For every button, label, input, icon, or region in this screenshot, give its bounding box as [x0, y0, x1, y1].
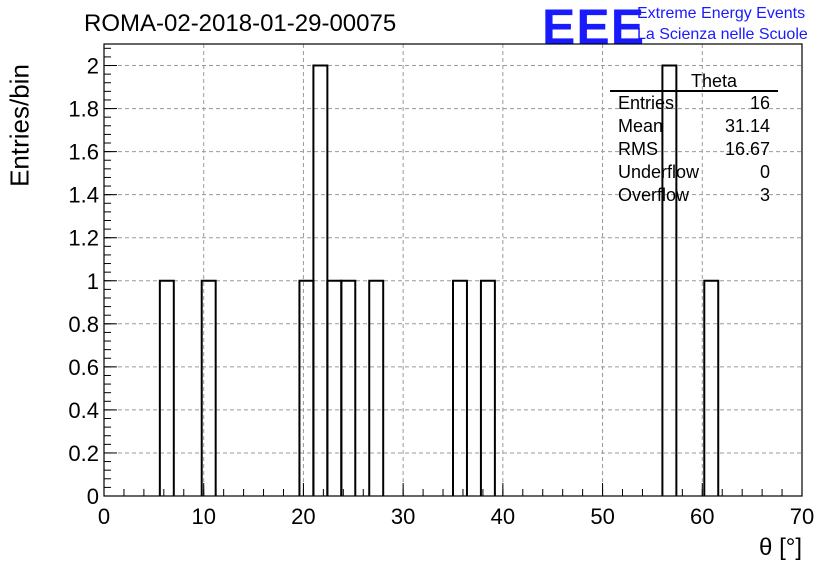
- y-tick-label: 1.2: [68, 226, 99, 251]
- y-tick-label: 1.6: [68, 140, 99, 165]
- stats-value: 31.14: [724, 116, 770, 136]
- y-tick-label: 0.6: [68, 355, 99, 380]
- histogram-bar: [298, 279, 315, 496]
- histogram-bar: [479, 279, 496, 496]
- stats-row-underflow: Underflow 0: [610, 161, 778, 184]
- x-axis-label: θ [°]: [759, 534, 802, 561]
- y-tick-label: 1: [87, 269, 99, 294]
- x-tick-label: 0: [98, 504, 110, 529]
- y-tick-label: 0.2: [68, 441, 99, 466]
- logo-line-2: La Scienza nelle Scuole: [637, 26, 808, 43]
- x-tick-label: 30: [391, 504, 415, 529]
- axes: 0 10 20 30 40 50 60 7000.20.40.60.811.21.41.61.…: [68, 43, 814, 529]
- x-tick-label: 70: [790, 504, 814, 529]
- stats-label: Overflow: [618, 185, 690, 205]
- y-tick-label: 2: [87, 54, 99, 79]
- stats-label: Underflow: [618, 162, 700, 182]
- stats-row-overflow: Overflow 3: [610, 184, 778, 207]
- stats-row-rms: RMS 16.67: [610, 138, 778, 161]
- x-tick-label: 60: [690, 504, 714, 529]
- histogram-bar: [368, 279, 385, 496]
- stats-row-entries: Entries 16: [610, 92, 778, 115]
- chart-title: ROMA-02-2018-01-29-00075: [84, 10, 397, 37]
- histogram-bars: [158, 64, 720, 496]
- histogram-bar: [200, 279, 217, 496]
- x-tick-label: 10: [191, 504, 215, 529]
- histogram-bar: [452, 279, 468, 496]
- stats-label: Entries: [618, 93, 675, 113]
- y-tick-label: 0.4: [68, 398, 99, 423]
- y-tick-label: 0.8: [68, 312, 99, 337]
- stats-value: 16.67: [724, 139, 770, 159]
- histogram-bar: [661, 64, 678, 496]
- x-tick-label: 40: [491, 504, 515, 529]
- histogram-bar: [326, 279, 343, 496]
- y-tick-label: 0: [87, 484, 99, 509]
- logo-line-1: Extreme Energy Events: [637, 5, 806, 22]
- y-tick-label: 1.8: [68, 97, 99, 122]
- stats-value: 0: [759, 162, 770, 182]
- histogram-bar: [340, 279, 357, 496]
- stats-label: Mean: [618, 116, 664, 136]
- stats-value: 3: [759, 185, 770, 205]
- eee-logo: EEE: [542, 0, 646, 55]
- plot-frame: [103, 43, 803, 497]
- stats-value: 16: [749, 93, 770, 113]
- y-tick-label: 1.4: [68, 183, 99, 208]
- histogram-bar: [158, 279, 175, 496]
- grid: [104, 44, 802, 496]
- stats-title: Theta: [610, 70, 778, 92]
- x-tick-label: 50: [590, 504, 614, 529]
- stats-row-mean: Mean 31.14: [610, 115, 778, 138]
- stats-box: Theta Entries 16 Mean 31.14 RMS 16.67 Un…: [610, 70, 778, 207]
- stats-label: RMS: [618, 139, 658, 159]
- histogram-bar: [703, 279, 720, 496]
- x-tick-label: 20: [291, 504, 315, 529]
